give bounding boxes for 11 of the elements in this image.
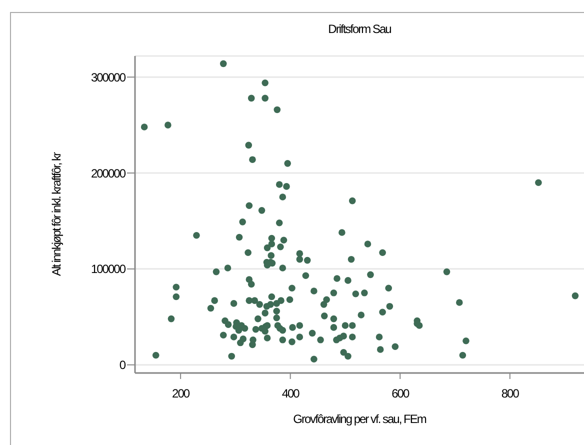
chart-title: Driftsform Sau (327, 22, 392, 36)
x-tick-label: 800 (501, 386, 520, 401)
x-tick-label: 400 (282, 386, 300, 401)
x-axis-title: Grovfôravling per vf. sau, FEm (293, 412, 427, 426)
y-tick-label: 0 (119, 358, 126, 372)
x-tick-label: 600 (392, 386, 410, 401)
y-tick-label: 300000 (90, 70, 126, 84)
y-tick-label: 100000 (90, 262, 126, 276)
y-axis-title: Alt innkjøpt fôr inkl. kraftfôr, kr (49, 152, 64, 276)
x-tick-label: 200 (172, 386, 190, 401)
y-tick-label: 200000 (90, 166, 126, 180)
